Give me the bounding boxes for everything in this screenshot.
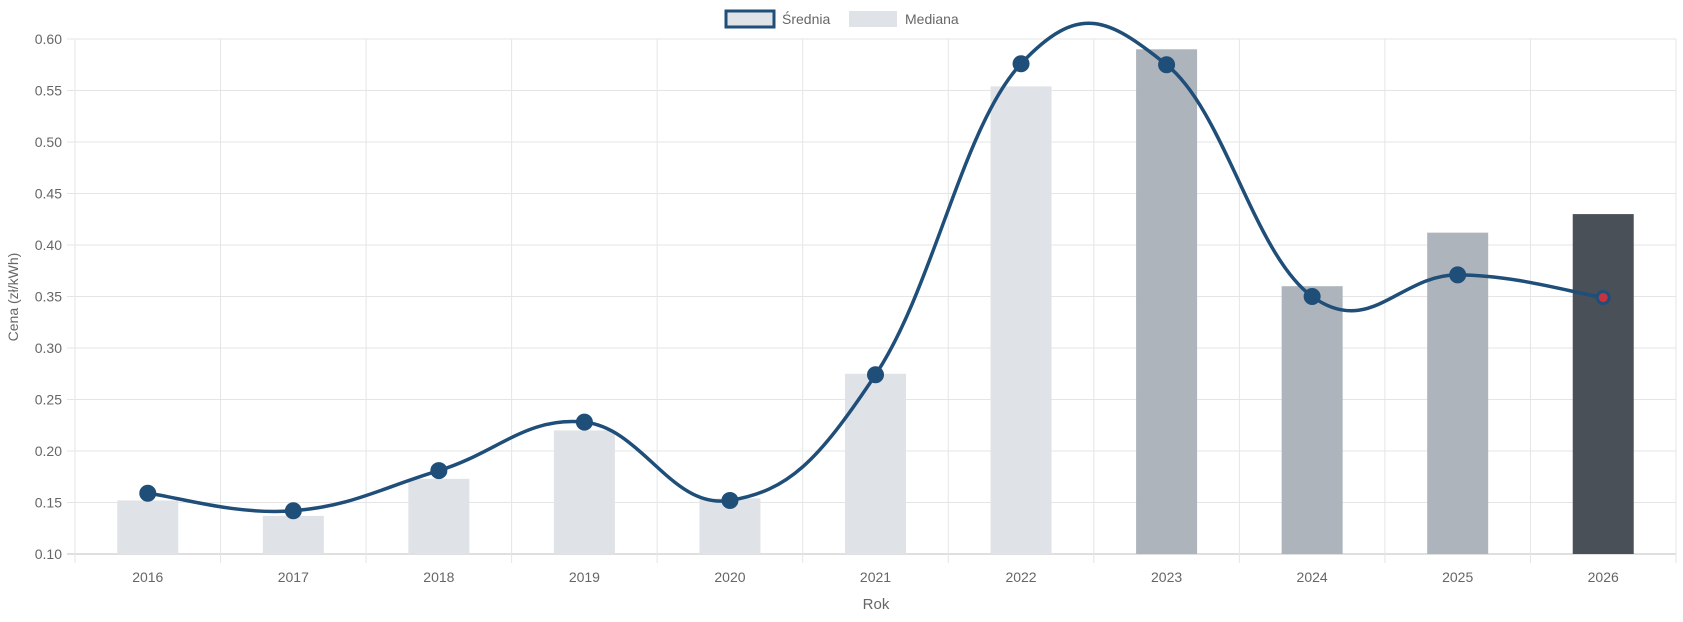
line-srednia	[146, 21, 1605, 514]
y-tick-label: 0.50	[35, 134, 62, 150]
point-srednia-2022[interactable]	[1012, 55, 1030, 73]
legend-swatch-mediana	[849, 11, 897, 27]
bar-mediana-2024[interactable]	[1281, 286, 1343, 554]
y-tick-label: 0.15	[35, 495, 62, 511]
x-tick-label: 2025	[1442, 569, 1473, 585]
point-srednia-2016[interactable]	[139, 484, 157, 502]
y-tick-label: 0.10	[35, 546, 62, 562]
points-layer	[139, 55, 1611, 520]
bars-layer	[117, 49, 1634, 555]
point-srednia-2026[interactable]	[1595, 290, 1611, 306]
bar-mediana-2023[interactable]	[1136, 49, 1198, 555]
bar-mediana-2017[interactable]	[262, 515, 324, 554]
point-srednia-2018[interactable]	[430, 462, 448, 480]
x-tick-label: 2024	[1297, 569, 1328, 585]
x-tick-label: 2021	[860, 569, 891, 585]
bar-mediana-2026[interactable]	[1572, 214, 1634, 554]
y-tick-label: 0.40	[35, 237, 62, 253]
x-tick-label: 2016	[132, 569, 163, 585]
point-srednia-2024[interactable]	[1303, 288, 1321, 305]
x-tick-label: 2022	[1005, 569, 1036, 585]
legend: Średnia Mediana	[724, 9, 959, 29]
x-tick-label: 2017	[278, 569, 309, 585]
y-tick-label: 0.30	[35, 340, 62, 356]
y-axis-title: Cena (zł/kWh)	[5, 253, 21, 342]
point-srednia-2017[interactable]	[284, 502, 302, 520]
point-srednia-2025[interactable]	[1449, 266, 1467, 284]
y-tick-label: 0.60	[35, 31, 62, 47]
x-tick-label: 2020	[714, 569, 745, 585]
bar-mediana-2018[interactable]	[408, 478, 470, 554]
point-srednia-2023[interactable]	[1158, 56, 1176, 74]
x-tick-label: 2026	[1588, 569, 1619, 585]
y-tick-label: 0.45	[35, 186, 62, 202]
legend-label-mediana: Mediana	[905, 11, 959, 27]
axes-layer: 0.10 0.15 0.20 0.25 0.30 0.35 0.40 0.45 0.50 0.55…	[35, 31, 1619, 585]
y-tick-label: 0.55	[35, 83, 62, 99]
legend-item-srednia[interactable]: Średnia	[724, 9, 830, 29]
bar-mediana-2019[interactable]	[553, 430, 615, 554]
x-tick-label: 2018	[423, 569, 454, 585]
bar-mediana-2016[interactable]	[117, 500, 179, 554]
point-srednia-2021[interactable]	[867, 366, 884, 384]
y-tick-label: 0.20	[35, 443, 62, 459]
legend-label-srednia: Średnia	[782, 10, 830, 27]
bar-mediana-2021[interactable]	[845, 373, 906, 554]
y-tick-label: 0.25	[35, 392, 62, 408]
y-tick-label: 0.35	[35, 289, 62, 305]
bar-mediana-2025[interactable]	[1427, 232, 1489, 554]
point-srednia-2020[interactable]	[721, 491, 739, 509]
x-tick-label: 2019	[569, 569, 600, 585]
x-tick-label: 2023	[1151, 569, 1182, 585]
legend-swatch-srednia	[724, 9, 776, 29]
point-srednia-2019[interactable]	[575, 413, 593, 431]
bar-mediana-2022[interactable]	[990, 86, 1052, 554]
x-axis-title: Rok	[863, 596, 890, 613]
line-layer	[146, 21, 1605, 514]
legend-item-mediana[interactable]: Mediana	[849, 11, 959, 27]
